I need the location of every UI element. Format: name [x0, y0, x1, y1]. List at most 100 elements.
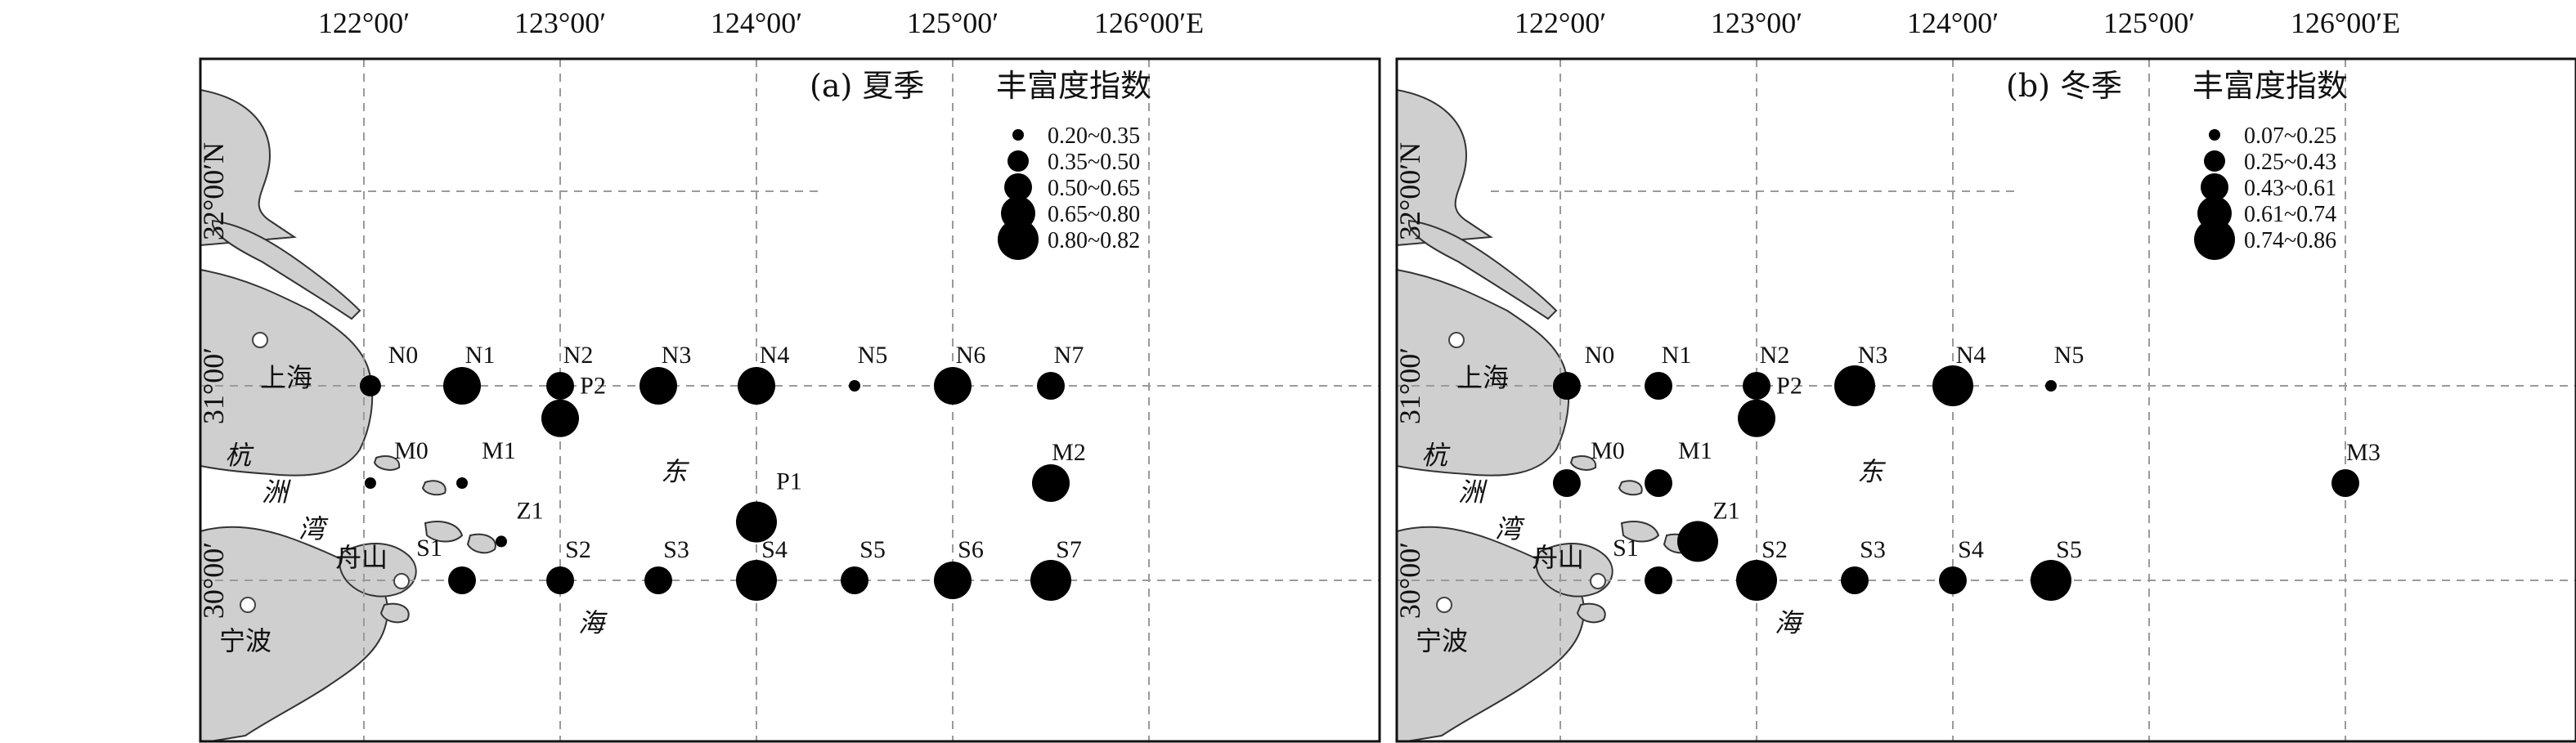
- legend-label-a-0: 0.20~0.35: [1048, 123, 1140, 149]
- label-zhoushan-a: 舟山: [335, 542, 388, 573]
- panel-summer: N0 N1 N2 N3 N4 N5 N6 N7 P2 M0 M1 M2 P1 Z1 S1 S2 S3 S4 S5 S6…: [199, 57, 1381, 743]
- station-marker-S3: [1841, 566, 1869, 594]
- lon-label-b-1: 123°00′: [1711, 7, 1802, 39]
- station-marker-N1: [443, 367, 481, 405]
- label-zhou-b: 洲: [1458, 477, 1488, 508]
- lon-label-a-4: 126°00′E: [1094, 7, 1204, 39]
- panel-a-island-4: [373, 455, 401, 471]
- lon-label-a-2: 124°00′: [711, 7, 802, 39]
- label-dong-b: 东: [1857, 456, 1886, 487]
- station-marker-P2: [1738, 399, 1775, 437]
- legend-symbol-a-1: [1008, 150, 1029, 172]
- station-marker-S6: [934, 562, 972, 599]
- station-marker-N2: [1743, 372, 1770, 400]
- station-marker-S1: [1645, 566, 1672, 594]
- station-label-P2: P2: [580, 373, 606, 400]
- station-label-N5: N5: [858, 342, 888, 369]
- legend-label-b-0: 0.07~0.25: [2244, 123, 2336, 149]
- station-label-S3: S3: [663, 536, 689, 563]
- station-label-N1: N1: [1662, 342, 1692, 369]
- station-marker-P1: [736, 501, 777, 543]
- panel-a-island-2: [466, 533, 496, 554]
- station-marker-N6: [934, 367, 972, 405]
- panel-a-island-5: [421, 480, 447, 496]
- lat-label-b-1: 31°00′: [1393, 347, 1426, 424]
- legend-symbol-a-2: [1004, 173, 1032, 201]
- panel-b-island-5: [1618, 480, 1643, 496]
- legend-label-a-1: 0.35~0.50: [1048, 150, 1140, 175]
- panel-b-title: (b) 冬季: [2006, 68, 2122, 104]
- station-marker-P2: [541, 399, 579, 437]
- panel-b-frame: [1395, 57, 2576, 743]
- label-zhoushan-b: 舟山: [1532, 542, 1584, 573]
- lon-label-a-3: 125°00′: [907, 7, 999, 39]
- station-label-N0: N0: [388, 342, 419, 369]
- legend-label-a-3: 0.65~0.80: [1048, 202, 1140, 227]
- panel-b-mainland-north: [1397, 88, 1493, 247]
- station-marker-N4: [738, 367, 775, 405]
- panel-a-title: (a) 夏季: [810, 68, 924, 104]
- station-label-S1: S1: [1613, 535, 1639, 562]
- station-label-S2: S2: [565, 536, 591, 563]
- station-label-N3: N3: [662, 342, 692, 369]
- legend-label-b-4: 0.74~0.86: [2244, 228, 2336, 253]
- station-label-S6: S6: [958, 536, 984, 563]
- station-marker-N5: [849, 380, 860, 392]
- legend-symbol-b-0: [2209, 129, 2220, 141]
- lon-label-b-3: 125°00′: [2103, 7, 2195, 39]
- station-label-M1: M1: [482, 437, 516, 464]
- lat-label-a-2: 30°00′: [197, 542, 230, 619]
- station-marker-Z1: [496, 535, 507, 548]
- axes-labels: 122°00′ 123°00′ 124°00′ 125°00′ 126°00′E 32°0…: [197, 7, 2400, 619]
- panel-b-chongming-island: [1408, 219, 1558, 320]
- panel-a-mainland-north: [200, 88, 297, 247]
- panel-b-island-4: [1569, 455, 1597, 471]
- legend-symbol-b-2: [2201, 173, 2228, 201]
- station-label-M1: M1: [1678, 437, 1712, 464]
- label-zhou-a: 洲: [262, 477, 291, 508]
- station-marker-N2: [546, 372, 574, 400]
- legend-symbol-b-4: [2194, 219, 2235, 260]
- station-marker-M1: [1645, 469, 1672, 497]
- lon-label-a-1: 123°00′: [514, 7, 606, 39]
- station-label-N2: N2: [1760, 342, 1790, 369]
- station-label-N6: N6: [956, 342, 986, 369]
- panel-b-island-3: [1576, 602, 1606, 624]
- panel-a-island-3: [379, 602, 410, 624]
- panel-b-mainland-shanghai: [1397, 268, 1570, 477]
- station-marker-N3: [1834, 365, 1875, 406]
- lat-label-b-2: 30°00′: [1393, 542, 1426, 619]
- station-marker-M0: [364, 477, 376, 489]
- station-label-N4: N4: [1956, 342, 1986, 369]
- label-wan-b: 湾: [1495, 513, 1525, 544]
- station-marker-N0: [359, 375, 381, 396]
- station-label-P1: P1: [776, 468, 802, 495]
- station-label-M0: M0: [1591, 437, 1625, 464]
- station-label-N3: N3: [1858, 342, 1888, 369]
- panel-a-stations: [240, 332, 1071, 613]
- panel-a-island-1: [424, 521, 464, 543]
- station-label-Z1: Z1: [1712, 497, 1739, 524]
- station-label-N4: N4: [760, 342, 790, 369]
- station-marker-S4: [1939, 566, 1967, 594]
- station-label-S1: S1: [416, 535, 442, 562]
- panel-a-legend: 0.20~0.350.35~0.500.50~0.650.65~0.800.80…: [998, 123, 1140, 260]
- panel-b-stations: [1436, 332, 2359, 613]
- city-marker-b-2: [1590, 573, 1606, 589]
- panel-b-legend-title: 丰富度指数: [2192, 68, 2348, 104]
- label-hang-b: 杭: [1421, 440, 1451, 471]
- station-label-S5: S5: [2056, 536, 2082, 563]
- station-marker-S2: [546, 566, 574, 594]
- label-shanghai-a: 上海: [260, 362, 312, 393]
- station-marker-M3: [2331, 469, 2359, 497]
- lat-label-a-1: 31°00′: [197, 347, 230, 424]
- city-marker-b-0: [1448, 332, 1465, 348]
- panel-a-frame: [199, 57, 1381, 743]
- station-label-M2: M2: [1052, 439, 1086, 466]
- lon-label-b-2: 124°00′: [1907, 7, 1999, 39]
- city-marker-a-1: [240, 597, 256, 613]
- station-marker-M2: [1032, 464, 1070, 502]
- lon-label-b-0: 122°00′: [1515, 7, 1606, 39]
- station-label-S5: S5: [859, 536, 886, 563]
- station-marker-S1: [448, 566, 476, 594]
